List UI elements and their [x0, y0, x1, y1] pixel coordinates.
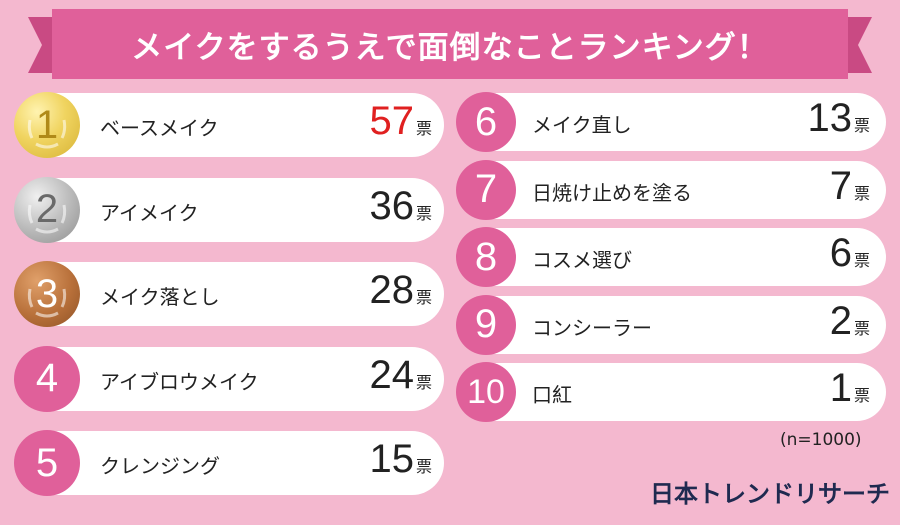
vote-unit: 票 [853, 318, 870, 338]
vote-count-number: 6 [829, 231, 852, 275]
category-label: ベースメイク [100, 116, 219, 140]
vote-count-number: 57 [369, 99, 414, 143]
vote-unit: 票 [853, 116, 870, 135]
rank-number: 9 [474, 302, 498, 346]
rank-badge: 9 [456, 294, 516, 355]
laurel-icon [27, 288, 67, 318]
rank-badge: 4 [14, 345, 80, 412]
ranking-row [458, 295, 886, 354]
ranking-row [16, 346, 444, 411]
rank-badge: 3 [14, 261, 80, 327]
vote-count-number: 1 [829, 366, 852, 410]
rank-badge: 5 [14, 430, 80, 496]
chart-title: メイクをするうえで面倒なことランキング！ [131, 29, 769, 66]
vote-unit: 票 [415, 288, 432, 307]
ranking-row [16, 177, 444, 242]
ranking-row [458, 228, 886, 286]
rank-number: 6 [474, 99, 498, 144]
category-label: 口紅 [532, 383, 572, 407]
category-label: コスメ選び [532, 248, 632, 272]
vote-unit: 票 [853, 251, 870, 270]
rank-badge: 10 [456, 362, 516, 422]
category-label: アイメイク [100, 200, 199, 225]
vote-count-number: 15 [369, 437, 414, 481]
brand-logo: 日本トレンドリサーチ [650, 480, 890, 508]
vote-count-number: 2 [829, 298, 852, 343]
category-label: メイク落とし [100, 285, 220, 309]
rank-number: 2 [35, 187, 59, 231]
vote-count-number: 24 [369, 352, 414, 397]
vote-count: 24 票 [369, 353, 432, 398]
laurel-icon [27, 204, 67, 233]
ranking-row [458, 160, 886, 219]
rank-number: 3 [35, 271, 59, 316]
vote-count: 36 票 [369, 184, 432, 229]
vote-unit: 票 [415, 119, 432, 138]
category-label: 日焼け止めを塗る [532, 180, 692, 205]
vote-unit: 票 [415, 372, 432, 392]
category-label: メイク直し [532, 113, 632, 137]
ranking-row [458, 363, 886, 421]
category-label: クレンジング [100, 454, 220, 478]
rank-badge: 7 [456, 159, 516, 220]
vote-count-number: 36 [369, 183, 414, 228]
vote-count: 13 票 [807, 96, 870, 141]
vote-count-number: 28 [369, 268, 414, 312]
rank-number: 1 [35, 102, 59, 147]
vote-count-number: 13 [807, 96, 852, 140]
rank-badge: 2 [14, 176, 80, 243]
banner-ribbon-shape [28, 9, 872, 79]
rank-badge: 6 [456, 92, 516, 152]
rank-number: 7 [474, 167, 498, 211]
title-banner: メイクをするうえで面倒なことランキング！ [28, 9, 872, 79]
rank-number: 5 [35, 440, 59, 485]
ranking-row [16, 262, 444, 326]
vote-count: 28 票 [369, 268, 432, 313]
rank-number: 10 [467, 372, 505, 411]
vote-count: 57 票 [369, 99, 432, 144]
vote-count: 15 票 [369, 437, 432, 482]
rank-badge: 1 [14, 92, 80, 158]
vote-unit: 票 [415, 203, 432, 223]
rank-number: 8 [474, 234, 498, 279]
rank-number: 4 [35, 356, 59, 400]
vote-count-number: 7 [829, 163, 852, 208]
sample-size-note: (n=1000) [780, 430, 862, 450]
vote-unit: 票 [853, 183, 870, 203]
ranking-row [16, 431, 444, 495]
category-label: アイブロウメイク [100, 369, 259, 394]
laurel-icon [27, 119, 67, 149]
ranking-row [458, 93, 886, 151]
category-label: コンシーラー [532, 315, 652, 340]
rank-badge: 8 [456, 227, 516, 287]
ranking-row [16, 93, 444, 157]
vote-unit: 票 [853, 386, 870, 405]
vote-unit: 票 [415, 457, 432, 476]
